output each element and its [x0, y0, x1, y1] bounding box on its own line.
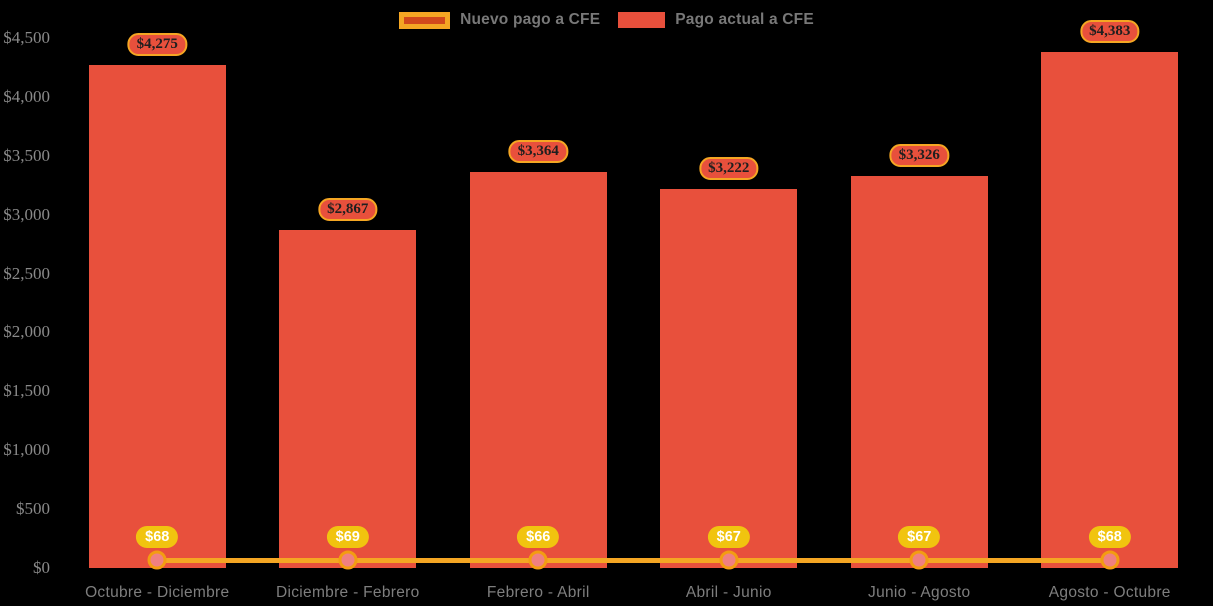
y-axis-tick-label: $3,500: [3, 145, 50, 165]
y-axis-tick-label: $500: [16, 499, 50, 519]
y-axis-tick-label: $4,000: [3, 86, 50, 106]
bar-value-label: $3,326: [889, 144, 949, 168]
bar-value-label: $4,275: [127, 32, 187, 56]
legend-item-pago-actual[interactable]: Pago actual a CFE: [618, 11, 814, 29]
legend: Nuevo pago a CFE Pago actual a CFE: [0, 8, 1213, 32]
line-point-marker[interactable]: [1100, 550, 1120, 570]
bar-pago-actual[interactable]: [279, 230, 417, 568]
line-point-value-label: $68: [1088, 525, 1131, 548]
x-axis-category-label: Abril - Junio: [685, 584, 772, 601]
y-axis-tick-label: $2,500: [3, 263, 50, 283]
bar-value-label: $2,867: [318, 198, 378, 222]
legend-item-nuevo-pago[interactable]: Nuevo pago a CFE: [399, 11, 600, 29]
y-axis-tick-label: $0: [33, 558, 50, 577]
legend-swatch-pago-actual-icon: [618, 12, 666, 28]
bar-pago-actual[interactable]: [850, 176, 988, 568]
x-axis-category-label: Octubre - Diciembre: [85, 584, 230, 601]
x-axis-category-label: Diciembre - Febrero: [275, 584, 420, 601]
bar-pago-actual[interactable]: [469, 171, 607, 568]
line-point-value-label: $66: [517, 526, 560, 549]
x-axis-category-label: Junio - Agosto: [868, 584, 971, 601]
y-axis-tick-label: $4,500: [3, 28, 50, 47]
y-axis-tick-label: $1,000: [3, 440, 50, 460]
bar-pago-actual[interactable]: [88, 64, 226, 568]
legend-swatch-nuevo-pago-icon: [399, 11, 451, 29]
legend-label-pago-actual: Pago actual a CFE: [675, 11, 814, 28]
y-axis-tick-label: $2,000: [3, 322, 50, 342]
bar-pago-actual[interactable]: [660, 188, 798, 568]
line-point-value-label: $67: [898, 526, 941, 549]
x-axis-category-label: Agosto - Octubre: [1048, 584, 1171, 601]
y-axis-tick-label: $3,000: [3, 204, 50, 224]
line-point-marker[interactable]: [528, 550, 548, 570]
line-point-marker[interactable]: [719, 550, 739, 570]
y-axis-tick-label: $1,500: [3, 381, 50, 401]
line-nuevo-pago: [157, 557, 1110, 563]
line-point-value-label: $69: [326, 525, 369, 548]
legend-label-nuevo-pago: Nuevo pago a CFE: [460, 11, 601, 28]
line-point-value-label: $68: [136, 525, 179, 548]
line-point-marker[interactable]: [909, 550, 929, 570]
bar-value-label: $4,383: [1080, 19, 1140, 43]
bar-pago-actual[interactable]: [1041, 51, 1179, 568]
line-point-marker[interactable]: [338, 550, 358, 570]
bar-value-label: $3,222: [699, 156, 759, 180]
line-point-value-label: $67: [707, 526, 750, 549]
bar-value-label: $3,364: [508, 139, 568, 163]
x-axis-category-label: Febrero - Abril: [486, 584, 590, 601]
line-point-marker[interactable]: [147, 550, 167, 570]
